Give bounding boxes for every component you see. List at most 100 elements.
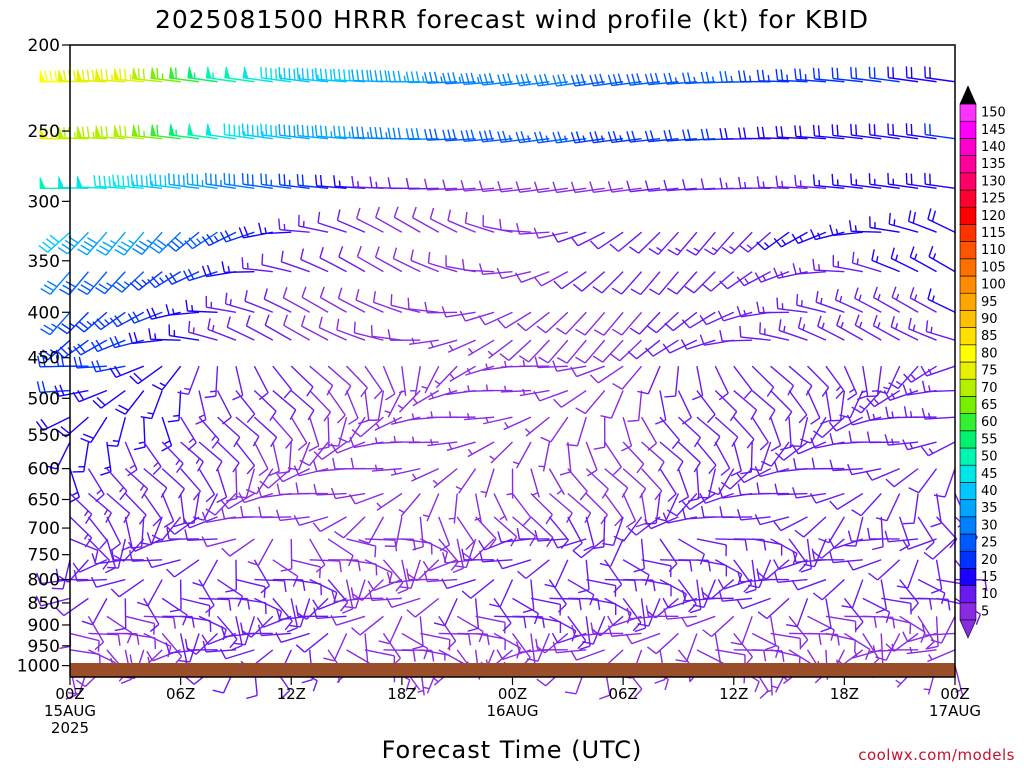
barb-staff (659, 416, 680, 441)
barb-staff (918, 597, 949, 601)
barb-full (761, 126, 765, 139)
barb-full (127, 175, 130, 188)
barb-staff (530, 597, 561, 606)
wind-barb (217, 416, 241, 448)
barb-full (794, 174, 797, 187)
wind-barb (72, 441, 90, 473)
wind-barb (161, 493, 175, 528)
barb-staff (66, 311, 89, 335)
wind-barb (908, 468, 938, 494)
barb-half (195, 458, 201, 464)
wind-barb (552, 131, 587, 144)
wind-barb (69, 538, 99, 562)
barb-staff (419, 516, 424, 547)
wind-barb (714, 365, 729, 401)
barb-full (263, 288, 268, 300)
barb-half (877, 322, 881, 329)
barb-staff (576, 649, 605, 661)
barb-staff (655, 597, 679, 619)
barb-full (352, 593, 363, 602)
barb-full (699, 315, 707, 326)
barb-half (110, 239, 117, 245)
wind-barb (714, 416, 739, 448)
wind-barb (76, 126, 107, 140)
barb-full (55, 607, 65, 617)
wind-barb (609, 231, 643, 252)
wind-barb (925, 320, 956, 341)
barb-staff (869, 183, 900, 189)
wind-barb (136, 579, 163, 607)
wind-barb (183, 268, 218, 282)
barb-full (367, 580, 375, 591)
barb-full (80, 284, 91, 292)
wind-barb (369, 126, 402, 140)
barb-full (896, 585, 908, 589)
barb-full (168, 173, 171, 185)
barb-staff (390, 304, 421, 313)
barb-staff (207, 328, 237, 341)
wind-barb (610, 339, 643, 362)
wind-barb (700, 178, 734, 191)
wind-barb (272, 389, 297, 420)
barb-full (339, 601, 349, 612)
barb-half (147, 412, 154, 415)
barb-staff (161, 493, 175, 522)
wind-barb (675, 633, 698, 663)
barb-staff (567, 441, 572, 472)
wind-barb (930, 493, 942, 528)
barb-full (872, 286, 878, 298)
barb-full (613, 535, 625, 542)
barb-full (240, 505, 244, 518)
barb-staff (810, 416, 827, 444)
barb-half (674, 77, 678, 84)
barb-full (847, 463, 853, 475)
barb-staff (348, 416, 366, 443)
barb-full (275, 509, 281, 521)
wind-barb (626, 180, 661, 193)
barb-full (278, 218, 281, 230)
barb-full (177, 391, 189, 395)
wind-barb (205, 66, 237, 83)
barb-full (119, 125, 122, 137)
wind-barb (166, 559, 200, 578)
barb-full (117, 245, 128, 252)
barb-full (687, 72, 692, 84)
barb-staff (650, 516, 679, 530)
barb-full (270, 124, 273, 137)
colorbar-over-arrow (959, 85, 977, 105)
barb-half (209, 390, 217, 393)
barb-full (719, 506, 723, 518)
barb-staff (264, 324, 292, 341)
barb-staff (132, 559, 163, 562)
barb-full (44, 70, 48, 82)
barb-full (351, 126, 355, 138)
wind-barb (253, 441, 269, 477)
barb-full (442, 179, 447, 191)
barb-full (369, 70, 373, 82)
barb-full (312, 522, 321, 532)
credit-link[interactable]: coolwx.com/models (858, 746, 1015, 764)
wind-barbs (35, 66, 988, 700)
barb-flag (39, 177, 46, 189)
wind-barb (333, 175, 366, 189)
barb-full (667, 493, 677, 503)
barb-full (680, 616, 688, 627)
barb-full (848, 431, 852, 443)
wind-barb (533, 389, 569, 402)
barb-full (372, 291, 377, 303)
wind-barb (387, 177, 421, 190)
barb-flag (242, 66, 249, 79)
barb-staff (150, 516, 163, 546)
barb-full (78, 321, 89, 330)
wind-barb (503, 416, 532, 431)
barb-full (177, 174, 180, 186)
barb-staff (576, 365, 605, 378)
barb-full (575, 356, 586, 364)
colorbar-cell (959, 275, 977, 294)
barb-staff (375, 216, 403, 233)
barb-staff (638, 231, 661, 254)
barb-full (40, 328, 51, 336)
colorbar-tick-label: 105 (981, 260, 1006, 275)
barb-full (69, 496, 80, 504)
barb-staff (913, 493, 919, 524)
